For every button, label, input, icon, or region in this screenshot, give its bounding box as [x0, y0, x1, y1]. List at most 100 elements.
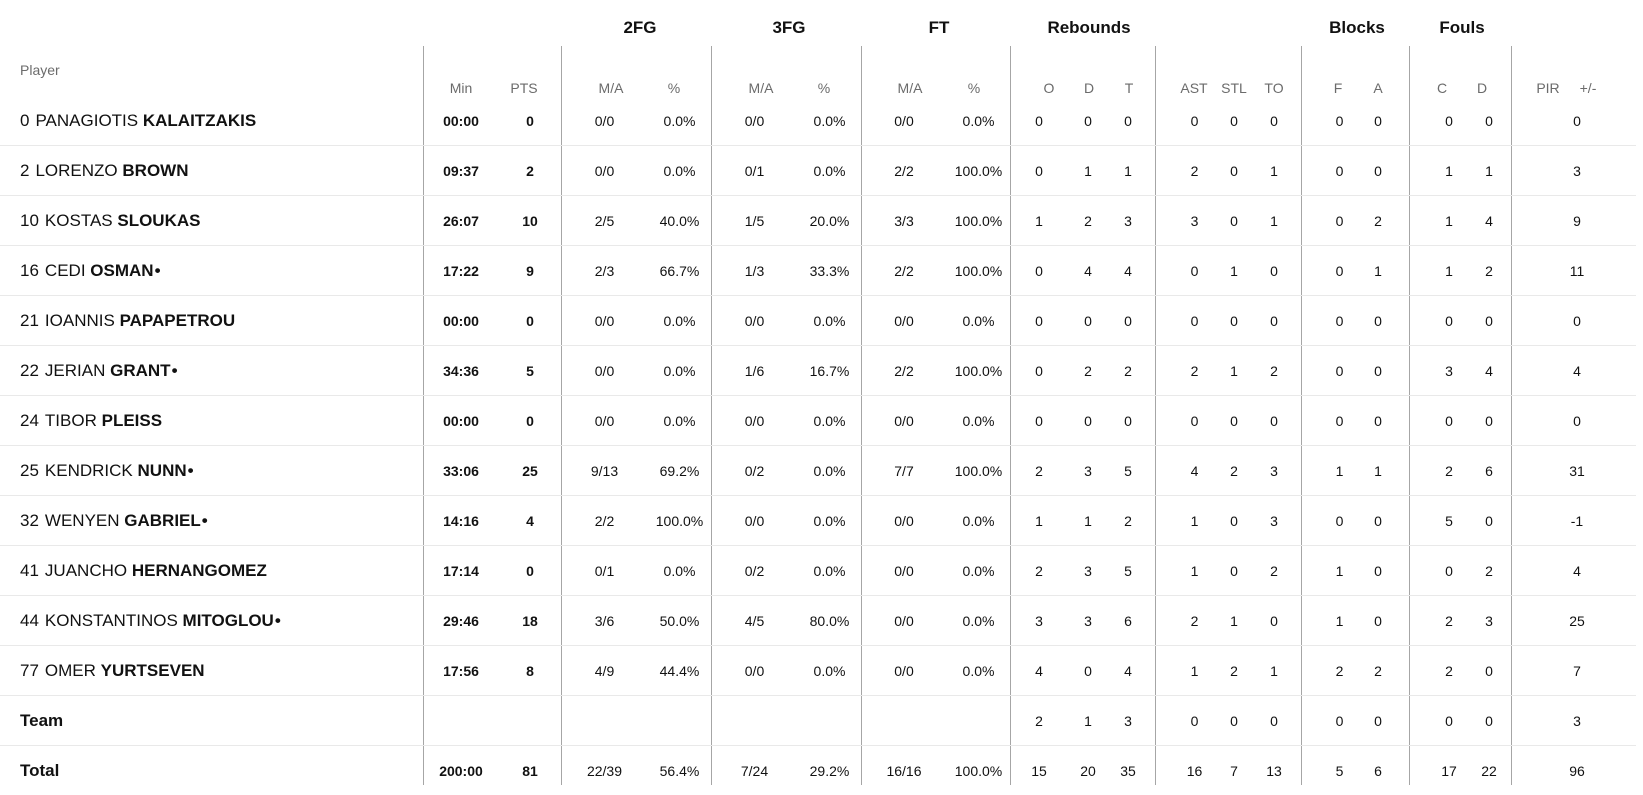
stat-to: 2	[1254, 346, 1294, 396]
stat-reb-o: 15	[1010, 746, 1068, 795]
stat-ast: 1	[1175, 496, 1214, 546]
spacer-cell	[1294, 346, 1321, 396]
spacer-cell	[1398, 146, 1429, 196]
col-header-pir[interactable]: PIR	[1536, 80, 1559, 96]
stat-pts: 5	[499, 346, 561, 396]
stat-pir: 0	[1558, 96, 1596, 146]
stat-blk-a: 0	[1358, 496, 1398, 546]
col-header-ast[interactable]: AST	[1180, 80, 1207, 96]
player-last-name: MITOGLOU	[183, 611, 274, 630]
spacer-cell	[1398, 446, 1429, 496]
col-header-3fg-ma[interactable]: M/A	[749, 80, 774, 96]
stat-ft-pct: 100.0%	[947, 746, 1010, 795]
col-header-blk-f[interactable]: F	[1334, 80, 1343, 96]
stat-plusminus	[1596, 246, 1636, 296]
stat-ast: 4	[1175, 446, 1214, 496]
stat-foul-c: 3	[1429, 346, 1469, 396]
stat-stl: 2	[1214, 446, 1254, 496]
stat-min	[423, 696, 499, 746]
spacer-cell	[1148, 546, 1175, 596]
col-header-reb-d[interactable]: D	[1084, 80, 1094, 96]
stat-ast: 1	[1175, 646, 1214, 696]
stat-reb-o: 0	[1010, 246, 1068, 296]
stat-to: 0	[1254, 396, 1294, 446]
col-header-3fg-pct[interactable]: %	[818, 80, 830, 96]
stat-pir: -1	[1558, 496, 1596, 546]
stat-reb-o: 3	[1010, 596, 1068, 646]
stat-foul-d: 3	[1469, 596, 1509, 646]
col-header-min[interactable]: Min	[450, 80, 473, 96]
stat-ft-pct: 100.0%	[947, 196, 1010, 246]
col-header-to[interactable]: TO	[1264, 80, 1283, 96]
player-column-header[interactable]: Player	[20, 62, 60, 78]
stat-foul-c: 0	[1429, 546, 1469, 596]
stat-fg2-pct: 44.4%	[648, 646, 711, 696]
stat-blk-a: 0	[1358, 296, 1398, 346]
col-header-pts[interactable]: PTS	[510, 80, 537, 96]
spacer-cell	[1398, 646, 1429, 696]
stat-blk-a: 0	[1358, 546, 1398, 596]
stat-foul-d: 0	[1469, 496, 1509, 546]
col-header-reb-t[interactable]: T	[1125, 80, 1134, 96]
stat-reb-d: 3	[1068, 546, 1108, 596]
stat-pts: 10	[499, 196, 561, 246]
stat-pir: 31	[1558, 446, 1596, 496]
stat-fg3-ma: 0/1	[711, 146, 798, 196]
stat-fg2-pct: 0.0%	[648, 296, 711, 346]
col-header-plus-minus[interactable]: +/-	[1580, 80, 1597, 96]
stat-foul-d: 0	[1469, 96, 1509, 146]
col-header-reb-o[interactable]: O	[1044, 80, 1055, 96]
stat-reb-d: 0	[1068, 646, 1108, 696]
stat-ft-pct: 0.0%	[947, 546, 1010, 596]
stat-reb-d: 2	[1068, 346, 1108, 396]
spacer-cell	[1509, 496, 1558, 546]
player-first-name: TIBOR	[45, 411, 97, 430]
starter-marker: •	[275, 611, 281, 630]
col-header-stl[interactable]: STL	[1221, 80, 1247, 96]
player-first-name: PANAGIOTIS	[35, 111, 138, 130]
col-header-blk-a[interactable]: A	[1373, 80, 1382, 96]
player-number: 44	[20, 611, 39, 631]
stat-fg3-ma: 0/0	[711, 96, 798, 146]
stat-fg3-pct: 33.3%	[798, 246, 861, 296]
stat-blk-f: 0	[1321, 246, 1358, 296]
stat-reb-d: 0	[1068, 396, 1108, 446]
stat-to: 3	[1254, 446, 1294, 496]
col-header-foul-d[interactable]: D	[1477, 80, 1487, 96]
stat-reb-o: 1	[1010, 496, 1068, 546]
group-title-3fg: 3FG	[772, 18, 805, 38]
stat-reb-o: 2	[1010, 546, 1068, 596]
stat-reb-d: 3	[1068, 596, 1108, 646]
stat-ft-ma: 16/16	[861, 746, 947, 795]
col-header-2fg-ma[interactable]: M/A	[599, 80, 624, 96]
spacer-cell	[1148, 596, 1175, 646]
spacer-cell	[1398, 596, 1429, 646]
stat-ft-ma: 2/2	[861, 346, 947, 396]
player-number: 25	[20, 461, 39, 481]
spacer-cell	[1148, 696, 1175, 746]
stat-fg2-pct: 0.0%	[648, 346, 711, 396]
col-header-ft-pct[interactable]: %	[968, 80, 980, 96]
col-header-ft-ma[interactable]: M/A	[898, 80, 923, 96]
stat-min: 00:00	[423, 296, 499, 346]
col-header-foul-c[interactable]: C	[1437, 80, 1447, 96]
spacer-cell	[1294, 196, 1321, 246]
stat-ast: 2	[1175, 346, 1214, 396]
player-last-name: OSMAN	[90, 261, 153, 280]
col-header-2fg-pct[interactable]: %	[668, 80, 680, 96]
stat-ft-pct: 100.0%	[947, 446, 1010, 496]
